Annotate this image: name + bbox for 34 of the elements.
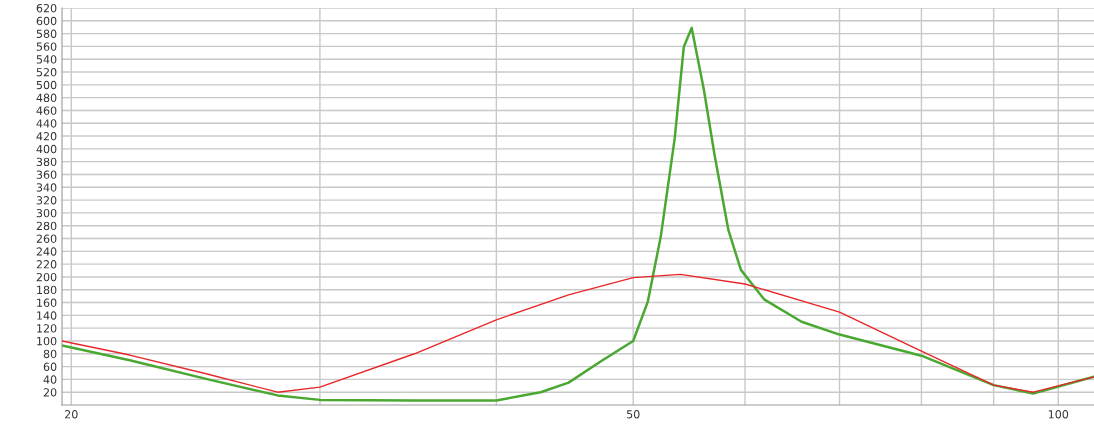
y-tick-label: 200 — [36, 272, 57, 282]
y-tick-label: 140 — [37, 311, 57, 320]
y-tick-label: 560 — [36, 42, 57, 51]
y-tick-label: 420 — [36, 132, 57, 141]
y-tick-label: 480 — [36, 93, 57, 103]
y-tick-label: 500 — [36, 80, 57, 90]
y-tick-label: 100 — [37, 336, 57, 346]
y-tick-label: 360 — [36, 170, 57, 179]
y-tick-label: 380 — [36, 157, 57, 167]
y-tick-label: 60 — [43, 362, 57, 371]
y-tick-label: 240 — [36, 247, 57, 256]
y-tick-label: 260 — [36, 234, 57, 243]
y-tick-label: 160 — [37, 298, 57, 307]
y-tick-label: 220 — [36, 260, 57, 269]
y-tick-label: 540 — [36, 55, 57, 64]
y-tick-label: 80 — [43, 349, 57, 359]
y-tick-label: 280 — [36, 221, 57, 231]
y-tick-label: 340 — [36, 183, 57, 192]
y-tick-label: 300 — [36, 208, 57, 218]
y-tick-label: 520 — [36, 68, 57, 77]
y-tick-label: 400 — [36, 144, 57, 154]
x-tick-label: 100 — [1048, 410, 1069, 419]
y-tick-label: 600 — [36, 16, 57, 26]
x-tick-label: 50 — [626, 410, 640, 419]
y-tick-label: 120 — [37, 324, 57, 333]
x-tick-label: 20 — [65, 410, 78, 419]
y-tick-label: 320 — [36, 196, 57, 205]
y-tick-label: 460 — [36, 106, 57, 115]
y-tick-label: 440 — [36, 119, 57, 128]
y-tick-label: 180 — [37, 285, 57, 295]
y-tick-label: 620 — [36, 3, 57, 13]
y-tick-label: 20 — [43, 388, 57, 397]
y-tick-label: 580 — [36, 29, 57, 38]
y-tick-label: 40 — [43, 375, 57, 384]
